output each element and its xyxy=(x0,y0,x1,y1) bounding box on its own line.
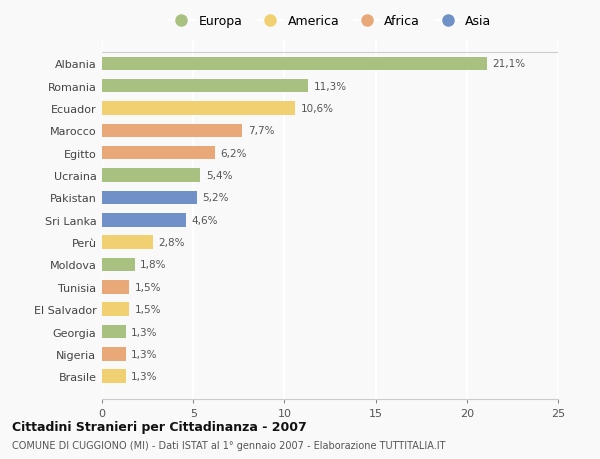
Text: 21,1%: 21,1% xyxy=(493,59,526,69)
Text: 1,5%: 1,5% xyxy=(135,304,161,314)
Bar xyxy=(102,258,135,272)
Text: COMUNE DI CUGGIONO (MI) - Dati ISTAT al 1° gennaio 2007 - Elaborazione TUTTITALI: COMUNE DI CUGGIONO (MI) - Dati ISTAT al … xyxy=(12,440,445,450)
Bar xyxy=(102,303,130,316)
Bar xyxy=(102,213,186,227)
Bar xyxy=(102,369,126,383)
Text: 11,3%: 11,3% xyxy=(314,82,347,91)
Text: Cittadini Stranieri per Cittadinanza - 2007: Cittadini Stranieri per Cittadinanza - 2… xyxy=(12,420,307,433)
Text: 10,6%: 10,6% xyxy=(301,104,334,114)
Bar xyxy=(102,169,200,182)
Text: 4,6%: 4,6% xyxy=(191,215,218,225)
Text: 5,4%: 5,4% xyxy=(206,171,232,181)
Bar xyxy=(102,102,295,116)
Bar xyxy=(102,57,487,71)
Bar xyxy=(102,280,130,294)
Text: 6,2%: 6,2% xyxy=(221,148,247,158)
Text: 1,8%: 1,8% xyxy=(140,260,167,270)
Text: 7,7%: 7,7% xyxy=(248,126,274,136)
Text: 5,2%: 5,2% xyxy=(202,193,229,203)
Bar xyxy=(102,347,126,361)
Bar xyxy=(102,124,242,138)
Bar xyxy=(102,147,215,160)
Bar xyxy=(102,80,308,93)
Bar xyxy=(102,325,126,338)
Bar xyxy=(102,191,197,205)
Bar xyxy=(102,236,153,249)
Text: 1,5%: 1,5% xyxy=(135,282,161,292)
Text: 1,3%: 1,3% xyxy=(131,371,158,381)
Text: 1,3%: 1,3% xyxy=(131,349,158,359)
Text: 1,3%: 1,3% xyxy=(131,327,158,337)
Legend: Europa, America, Africa, Asia: Europa, America, Africa, Asia xyxy=(169,15,491,28)
Text: 2,8%: 2,8% xyxy=(158,238,185,247)
